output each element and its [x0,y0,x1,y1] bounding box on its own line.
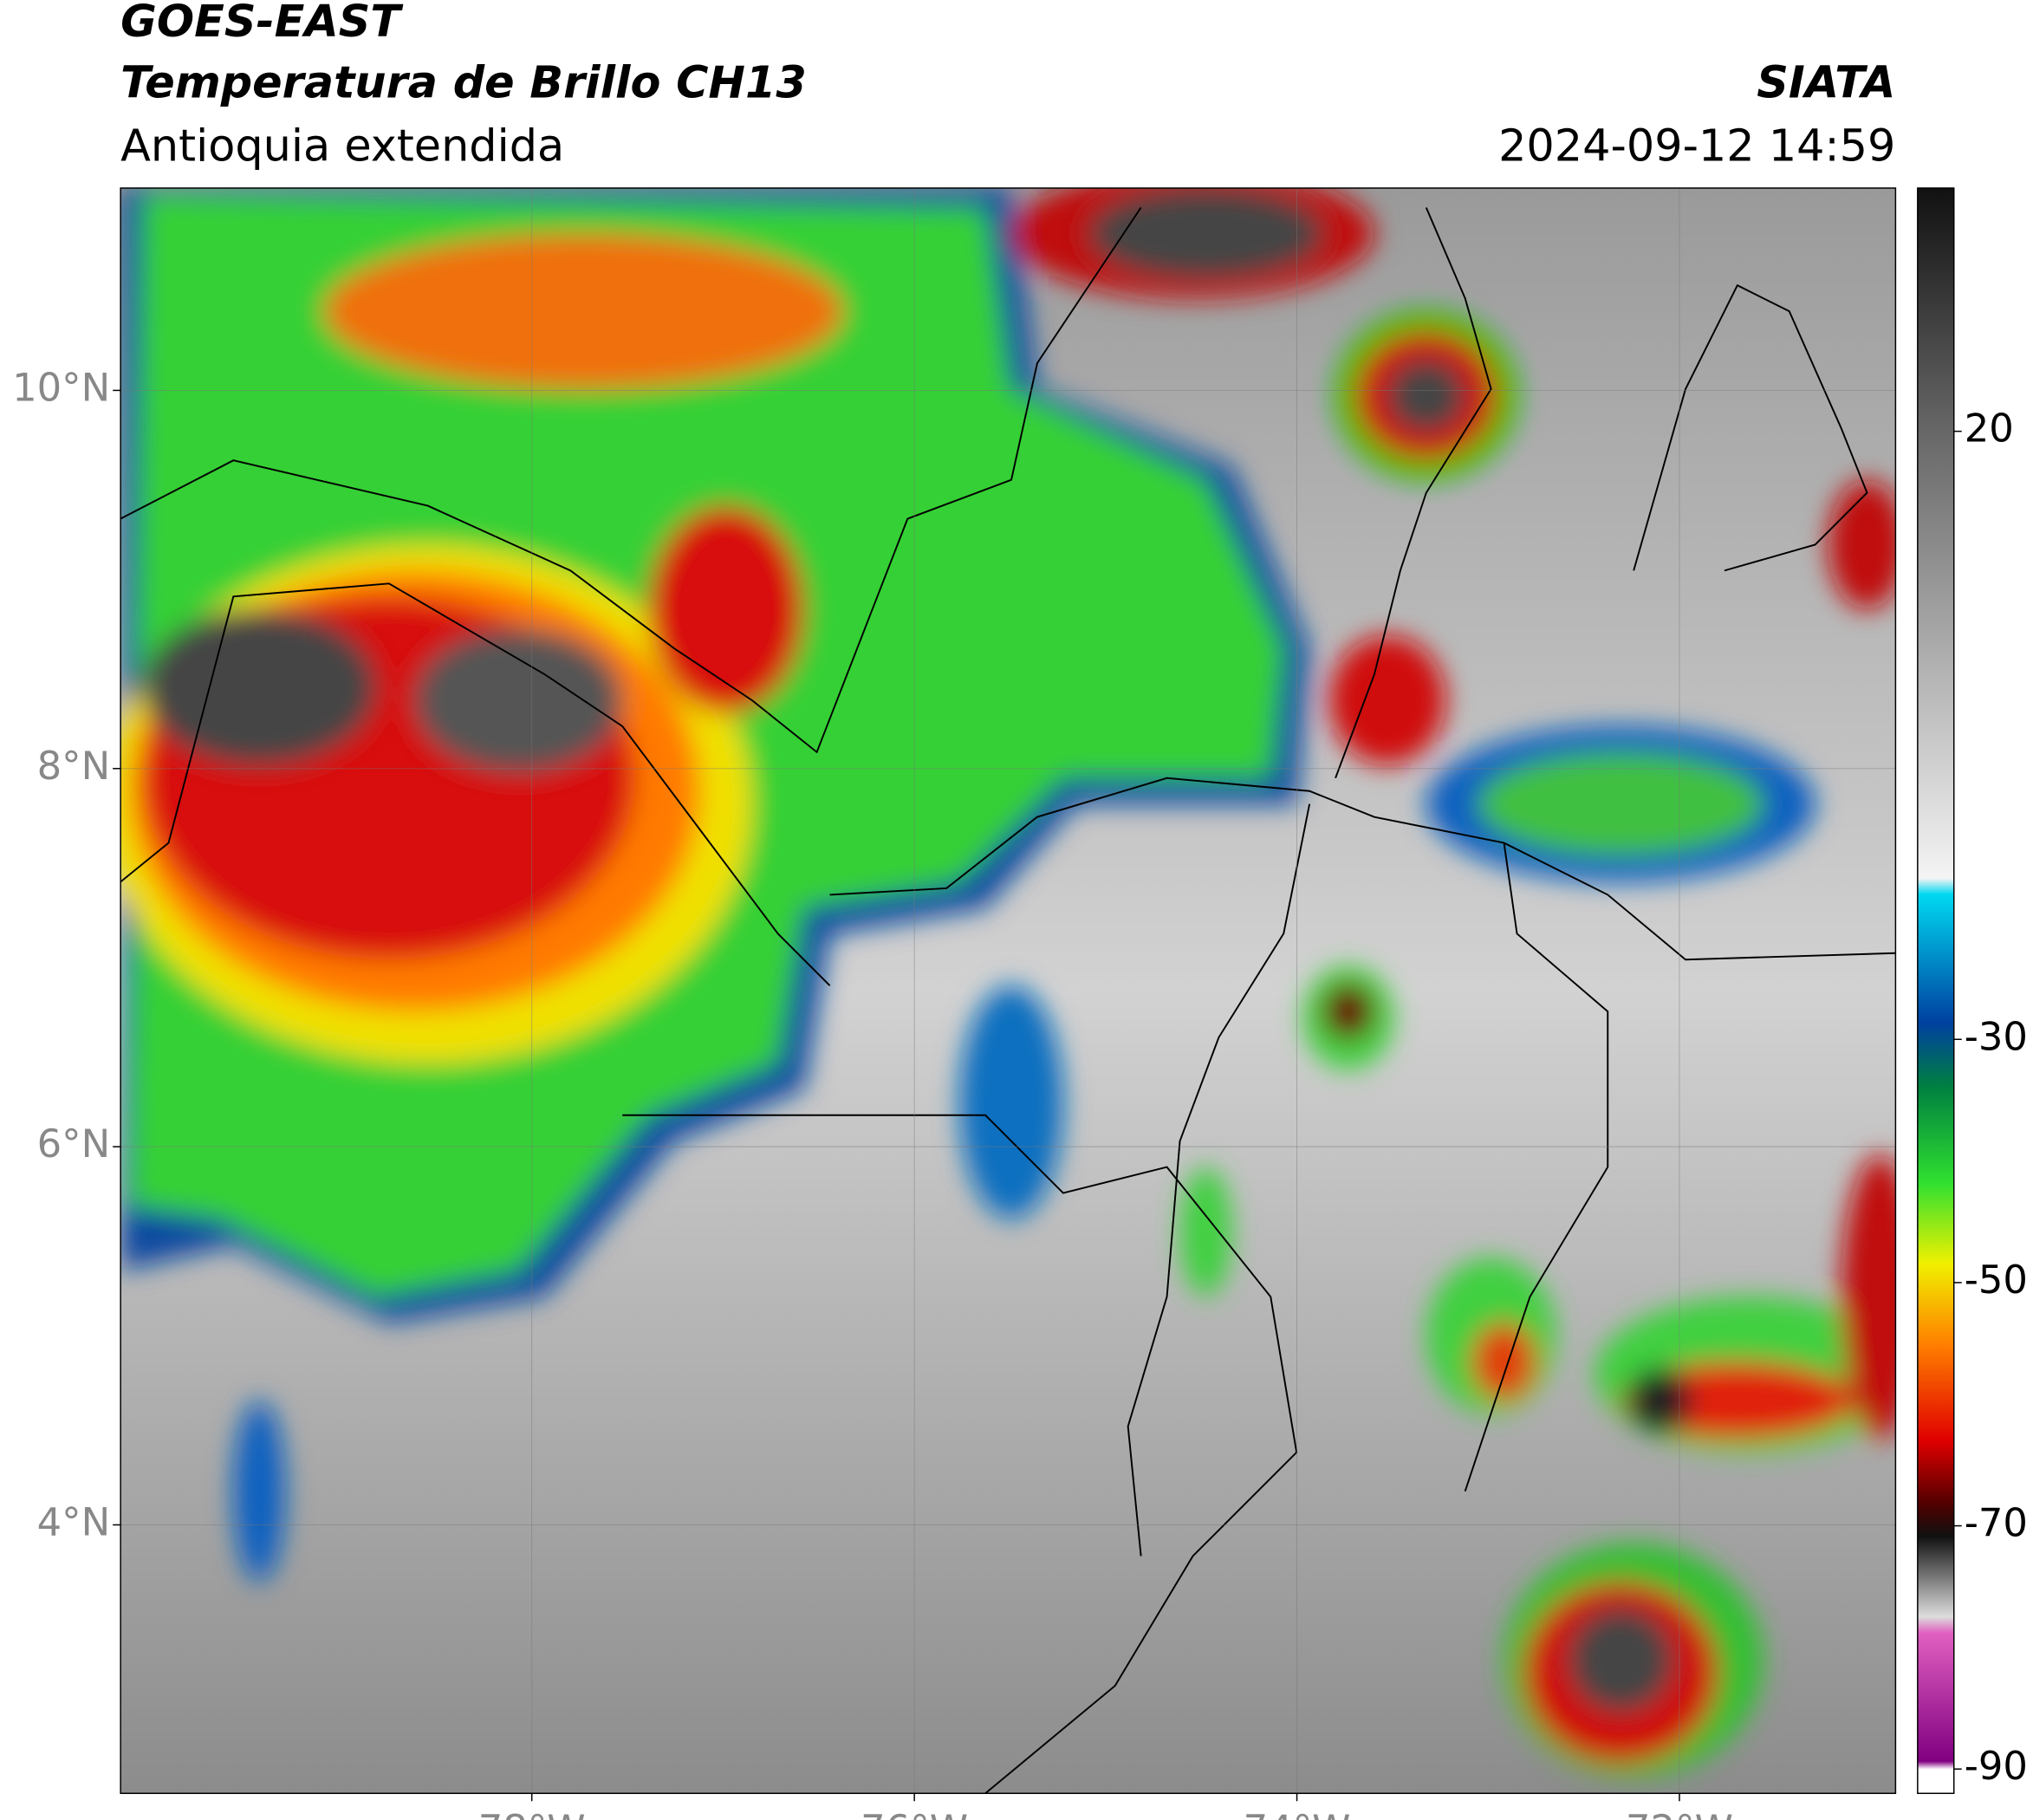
datetime: 2024-09-12 14:59 [1498,120,1895,172]
region: Antioquia extendida [120,120,564,172]
y-tick-label: 10°N [12,364,110,410]
source: SIATA [1757,56,1895,107]
x-tick-label: 74°W [1244,1806,1351,1820]
y-tick-label: 6°N [37,1121,111,1167]
grid [120,188,1896,1794]
y-tick-label: 8°N [37,743,111,789]
colorbar [1917,187,1955,1795]
x-tick-label: 76°W [861,1806,968,1820]
x-tick-label: 78°W [478,1806,586,1820]
x-tick-label: 72°W [1626,1806,1733,1820]
colorbar-tick-label: -70 [1965,1500,2028,1546]
colorbar-tick-label: -30 [1965,1013,2028,1059]
title: GOES-EAST [120,0,404,47]
colorbar-tick-label: -90 [1965,1743,2028,1789]
satellite-image [120,188,1896,1794]
map-frame [120,187,1897,1795]
colorbar-tick-label: 20 [1965,406,2014,452]
colorbar-tick-label: -50 [1965,1257,2028,1303]
y-tick-label: 4°N [37,1498,111,1544]
subtitle: Temperatura de Brillo CH13 [120,56,807,107]
